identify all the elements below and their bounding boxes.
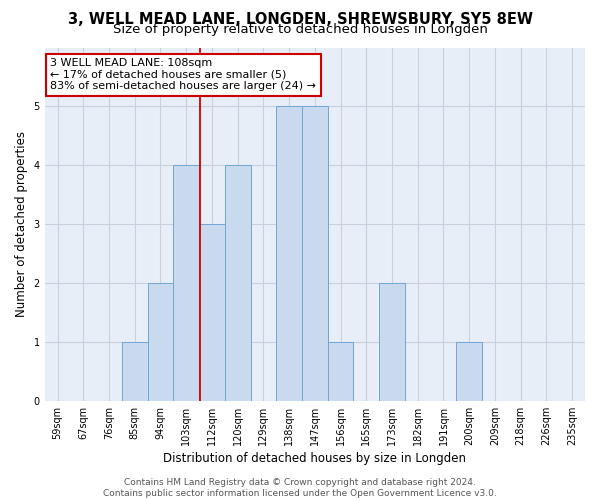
Bar bbox=[328, 342, 353, 401]
Bar bbox=[148, 283, 173, 401]
Text: Contains HM Land Registry data © Crown copyright and database right 2024.
Contai: Contains HM Land Registry data © Crown c… bbox=[103, 478, 497, 498]
Text: 3, WELL MEAD LANE, LONGDEN, SHREWSBURY, SY5 8EW: 3, WELL MEAD LANE, LONGDEN, SHREWSBURY, … bbox=[67, 12, 533, 28]
Text: 3 WELL MEAD LANE: 108sqm
← 17% of detached houses are smaller (5)
83% of semi-de: 3 WELL MEAD LANE: 108sqm ← 17% of detach… bbox=[50, 58, 316, 92]
Bar bbox=[122, 342, 148, 401]
Bar bbox=[276, 106, 302, 401]
Bar bbox=[379, 283, 405, 401]
Y-axis label: Number of detached properties: Number of detached properties bbox=[15, 131, 28, 317]
Text: Size of property relative to detached houses in Longden: Size of property relative to detached ho… bbox=[113, 24, 487, 36]
Bar bbox=[173, 166, 199, 401]
Bar bbox=[457, 342, 482, 401]
Bar bbox=[302, 106, 328, 401]
X-axis label: Distribution of detached houses by size in Longden: Distribution of detached houses by size … bbox=[163, 452, 466, 465]
Bar bbox=[199, 224, 225, 401]
Bar bbox=[225, 166, 251, 401]
